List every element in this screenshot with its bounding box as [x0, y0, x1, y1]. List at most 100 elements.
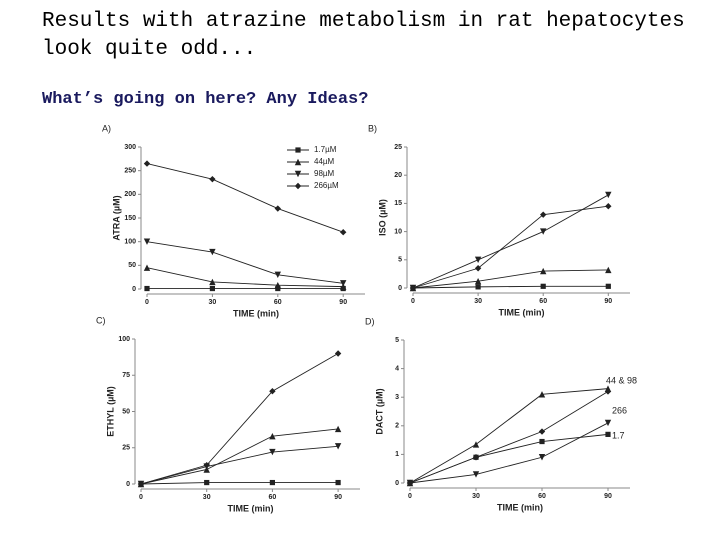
- y-tick-label: 0: [132, 286, 136, 293]
- y-axis-label: ISO (µM): [377, 199, 387, 236]
- marker: [209, 248, 216, 256]
- marker: [474, 256, 482, 263]
- x-tick-label: 0: [145, 299, 149, 306]
- marker: [540, 211, 547, 218]
- marker: [334, 425, 342, 433]
- marker: [209, 175, 216, 183]
- slide-title: Results with atrazine metabolism in rat …: [42, 8, 685, 64]
- marker: [274, 205, 281, 212]
- x-tick-label: 90: [334, 494, 342, 501]
- marker: [604, 388, 612, 395]
- series-line: [146, 163, 344, 233]
- x-tick-label: 30: [474, 298, 482, 305]
- marker: [294, 182, 302, 190]
- series-line: [409, 388, 609, 484]
- marker: [203, 461, 210, 469]
- marker: [540, 228, 547, 235]
- y-tick-label: 2: [395, 423, 399, 430]
- series-line: [140, 482, 339, 485]
- series-line: [146, 267, 344, 288]
- panel-label: C): [96, 315, 106, 325]
- x-tick-label: 0: [411, 298, 415, 305]
- title-line: Results with atrazine metabolism in rat …: [42, 10, 685, 33]
- y-tick-label: 150: [124, 215, 136, 222]
- y-tick-label: 75: [122, 372, 130, 379]
- y-tick-label: 3: [395, 394, 399, 401]
- series-line: [412, 194, 609, 289]
- y-tick-label: 50: [128, 262, 136, 269]
- marker: [295, 147, 301, 153]
- marker: [269, 479, 275, 486]
- series-line: [412, 205, 609, 289]
- marker: [474, 278, 482, 285]
- marker: [209, 278, 216, 286]
- marker: [540, 267, 547, 275]
- slide-subtitle: What’s going on here? Any Ideas?: [42, 90, 369, 109]
- title-line: look quite odd...: [42, 38, 257, 61]
- marker: [472, 471, 480, 478]
- y-tick-label: 15: [394, 200, 402, 207]
- marker: [137, 480, 145, 488]
- y-tick-label: 5: [398, 257, 402, 264]
- y-tick-label: 100: [124, 239, 136, 246]
- y-tick-label: 1: [395, 451, 399, 458]
- panel-label: B): [368, 123, 377, 133]
- series-line: [409, 391, 609, 484]
- marker: [605, 266, 612, 274]
- x-tick-label: 30: [472, 493, 480, 500]
- y-axis-label: ETHYL (µM): [105, 386, 115, 437]
- x-tick-label: 0: [139, 494, 143, 501]
- marker: [143, 160, 151, 167]
- series-line: [409, 433, 609, 484]
- marker: [294, 158, 302, 166]
- x-axis-label: TIME (min): [497, 502, 543, 512]
- marker: [340, 280, 347, 287]
- annotation: 266: [612, 405, 627, 415]
- y-tick-label: 25: [394, 144, 402, 151]
- marker: [538, 428, 546, 435]
- legend-label: 44µM: [314, 157, 335, 166]
- marker: [605, 203, 612, 210]
- x-tick-label: 60: [539, 298, 547, 305]
- series-line: [140, 353, 339, 485]
- marker: [334, 443, 342, 450]
- marker: [604, 419, 612, 427]
- marker: [144, 285, 150, 292]
- marker: [340, 283, 347, 290]
- panel-label: A): [102, 123, 111, 133]
- marker: [269, 448, 276, 456]
- series-line: [412, 269, 609, 289]
- marker: [406, 479, 414, 487]
- marker: [409, 284, 417, 292]
- marker: [540, 283, 546, 289]
- legend-label: 1.7µM: [314, 145, 337, 154]
- marker: [472, 441, 480, 448]
- x-axis-label: TIME (min): [233, 308, 279, 318]
- x-axis-label: TIME (min): [499, 307, 545, 317]
- y-axis-label: ATRA (µM): [111, 195, 121, 240]
- marker: [605, 431, 611, 437]
- y-tick-label: 20: [394, 172, 402, 179]
- marker: [269, 388, 276, 395]
- marker: [538, 454, 546, 461]
- series-line: [412, 285, 609, 289]
- marker: [204, 479, 210, 486]
- marker: [474, 265, 482, 272]
- x-tick-label: 90: [604, 298, 612, 305]
- annotation: 1.7: [612, 430, 625, 440]
- y-tick-label: 250: [124, 168, 136, 175]
- x-tick-label: 30: [209, 299, 217, 306]
- y-tick-label: 300: [124, 144, 136, 151]
- series-line: [140, 445, 339, 485]
- y-tick-label: 50: [122, 408, 130, 415]
- y-tick-label: 0: [126, 481, 130, 488]
- x-tick-label: 0: [408, 493, 412, 500]
- y-tick-label: 200: [124, 191, 136, 198]
- x-tick-label: 60: [274, 299, 282, 306]
- marker: [209, 285, 215, 292]
- y-tick-label: 0: [395, 480, 399, 487]
- annotation: 44 & 98: [606, 375, 637, 385]
- y-axis-label: DACT (µM): [374, 388, 384, 434]
- series-line: [146, 241, 344, 284]
